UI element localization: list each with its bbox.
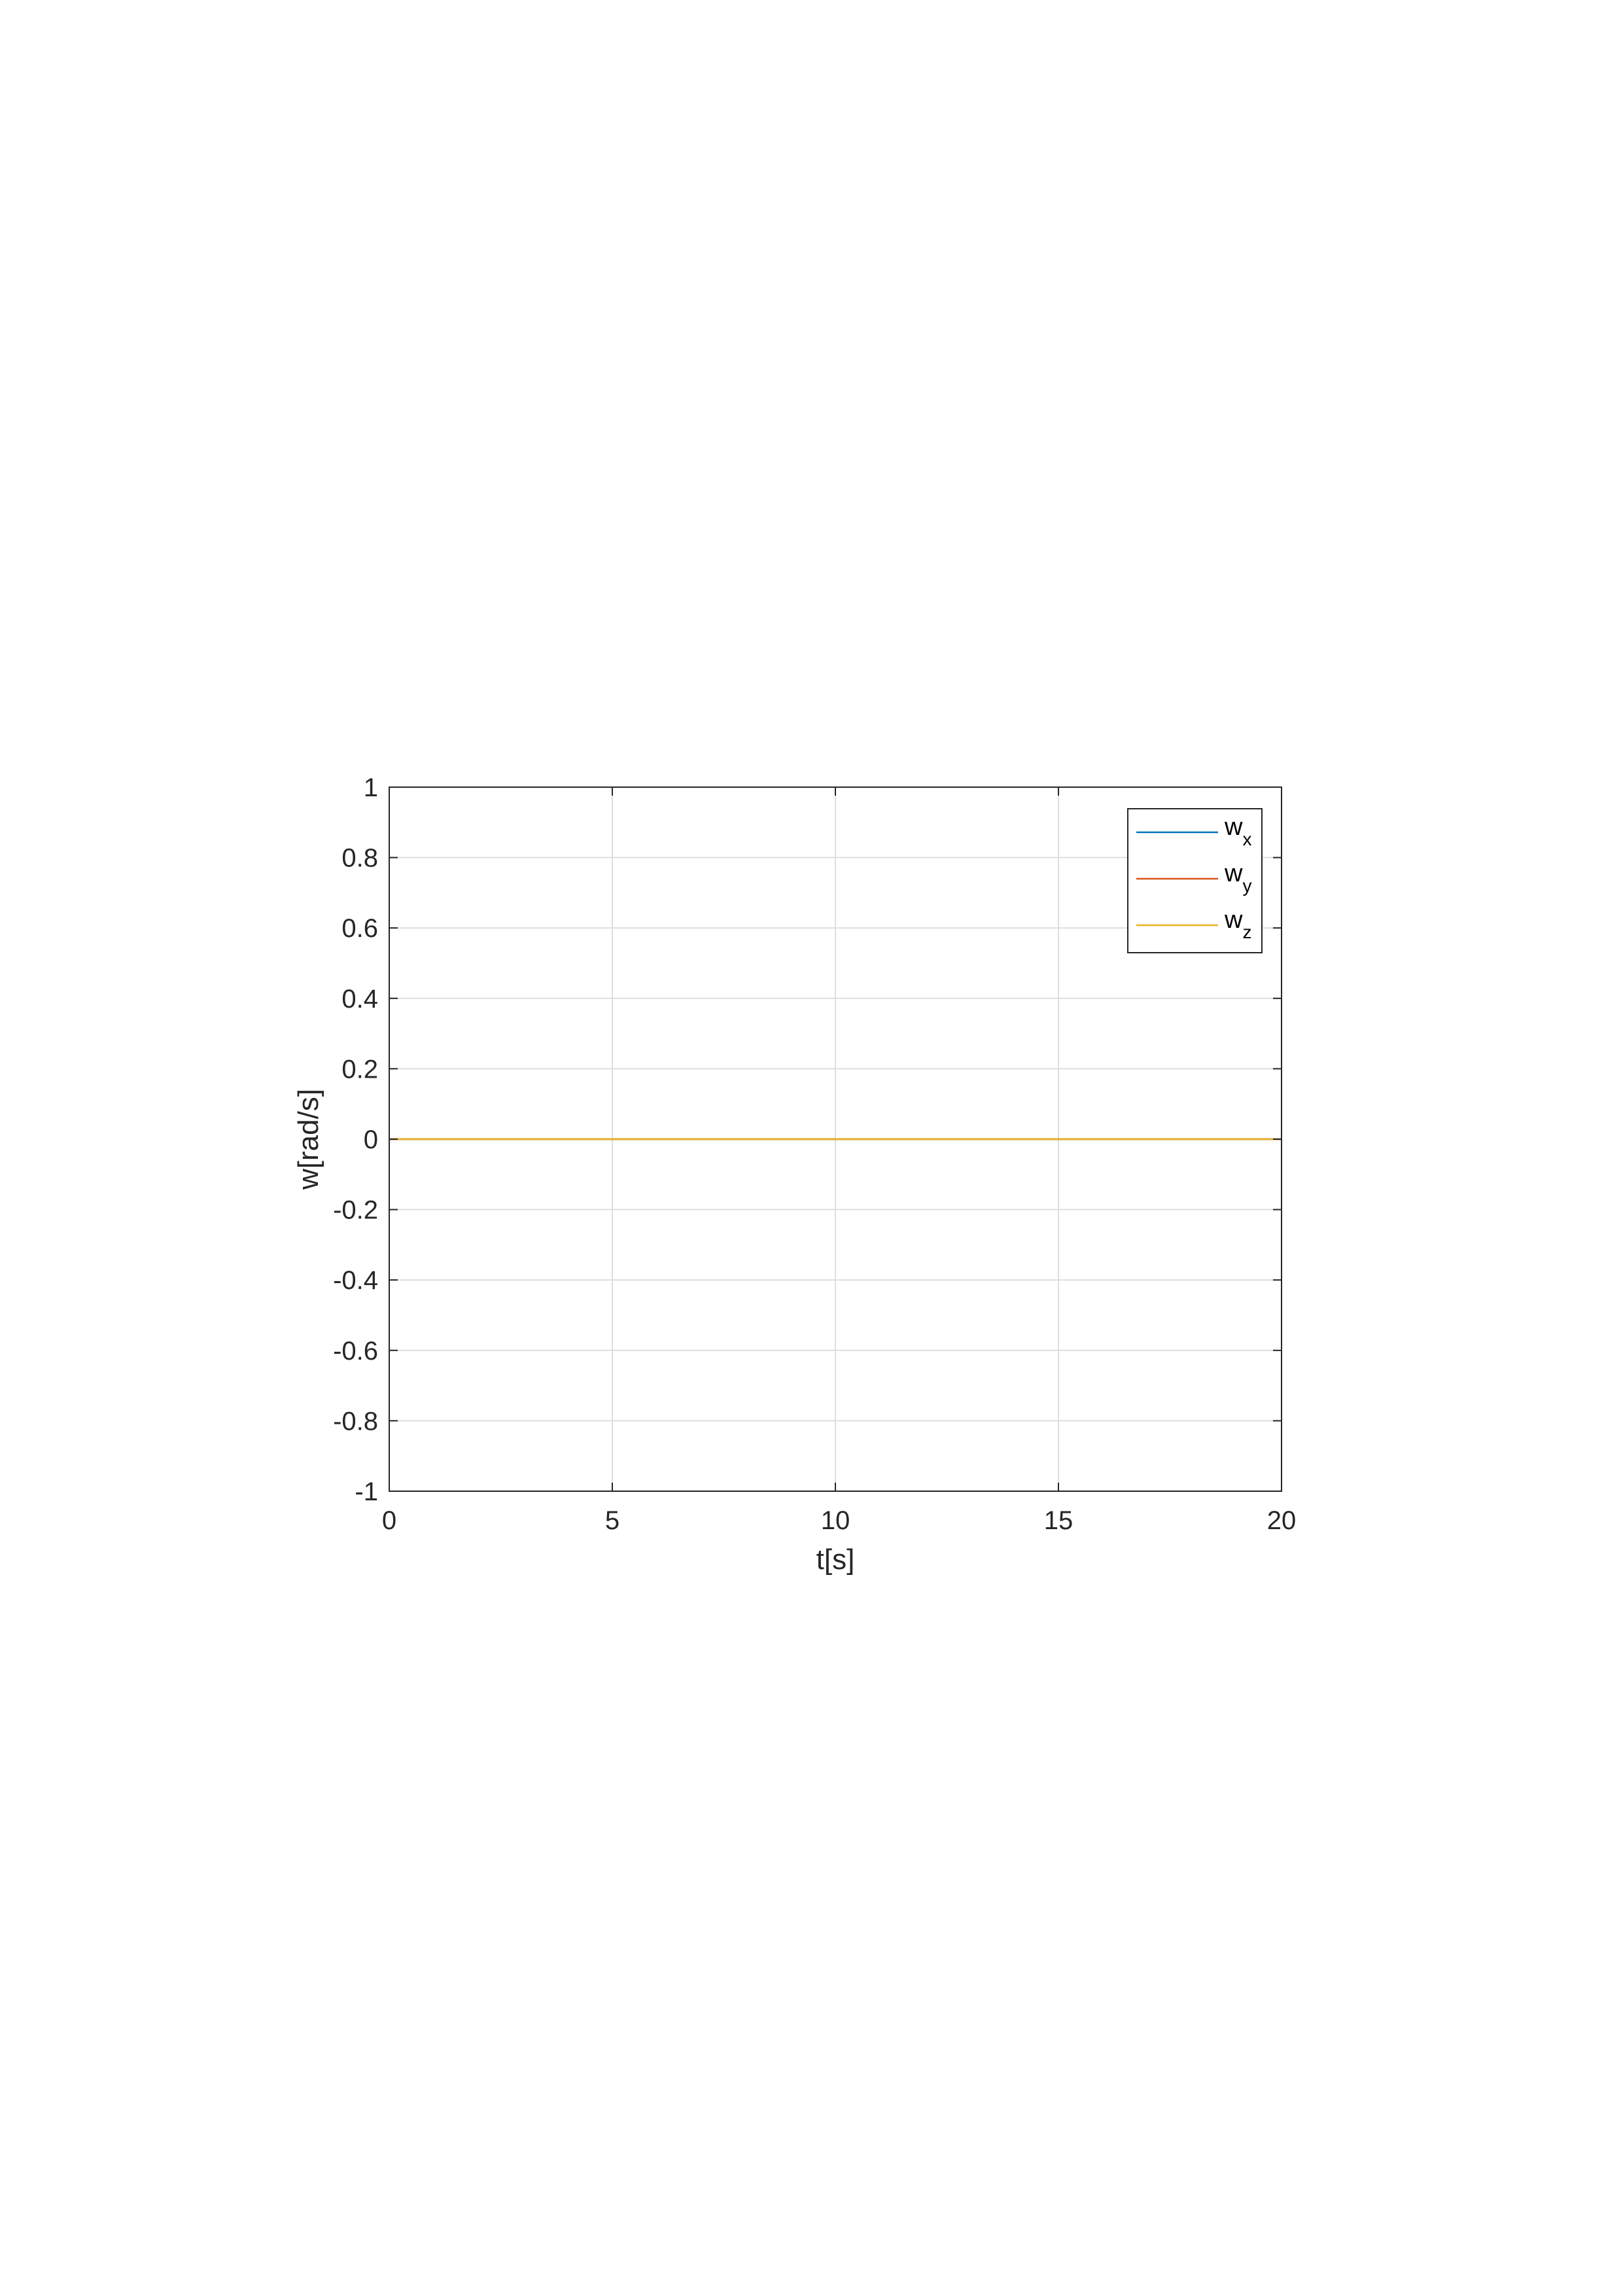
legend-label-base: w [1224, 860, 1243, 887]
y-tick-label: 0 [364, 1125, 378, 1154]
legend-label-wz: wz [1224, 906, 1251, 942]
axis-ticks [389, 786, 1282, 1492]
y-tick-label: 0.6 [341, 914, 378, 943]
legend-label-wy: wy [1224, 860, 1251, 896]
x-tick-label: 20 [1267, 1506, 1297, 1535]
legend-label-wx: wx [1224, 813, 1251, 849]
legend-label-base: w [1224, 813, 1243, 841]
x-tick-labels: 0 5 10 15 20 [382, 1506, 1296, 1535]
x-tick-label: 10 [821, 1506, 850, 1535]
y-tick-label: -0.8 [333, 1407, 378, 1436]
legend-label-subscript: z [1242, 922, 1251, 942]
x-tick-label: 0 [382, 1506, 396, 1535]
y-tick-label: -0.2 [333, 1196, 378, 1225]
x-tick-label: 15 [1044, 1506, 1073, 1535]
y-tick-label: 0.2 [341, 1055, 378, 1084]
y-tick-label: 0.8 [341, 844, 378, 873]
y-tick-label: 0.4 [341, 985, 378, 1014]
y-tick-label: -0.4 [333, 1266, 378, 1295]
y-tick-label: -0.6 [333, 1337, 378, 1366]
x-tick-label: 5 [605, 1506, 620, 1535]
y-axis-label: w[rad/s] [292, 1089, 324, 1190]
legend-label-subscript: y [1242, 875, 1251, 896]
legend-label-subscript: x [1242, 829, 1251, 849]
y-tick-label: -1 [355, 1477, 378, 1506]
legend-label-base: w [1224, 906, 1243, 934]
y-tick-labels: -1 -0.8 -0.6 -0.4 -0.2 0 0.2 0.4 0.6 0.8 1 [333, 773, 378, 1506]
x-axis-label: t[s] [816, 1544, 855, 1576]
y-tick-label: 1 [364, 773, 378, 802]
